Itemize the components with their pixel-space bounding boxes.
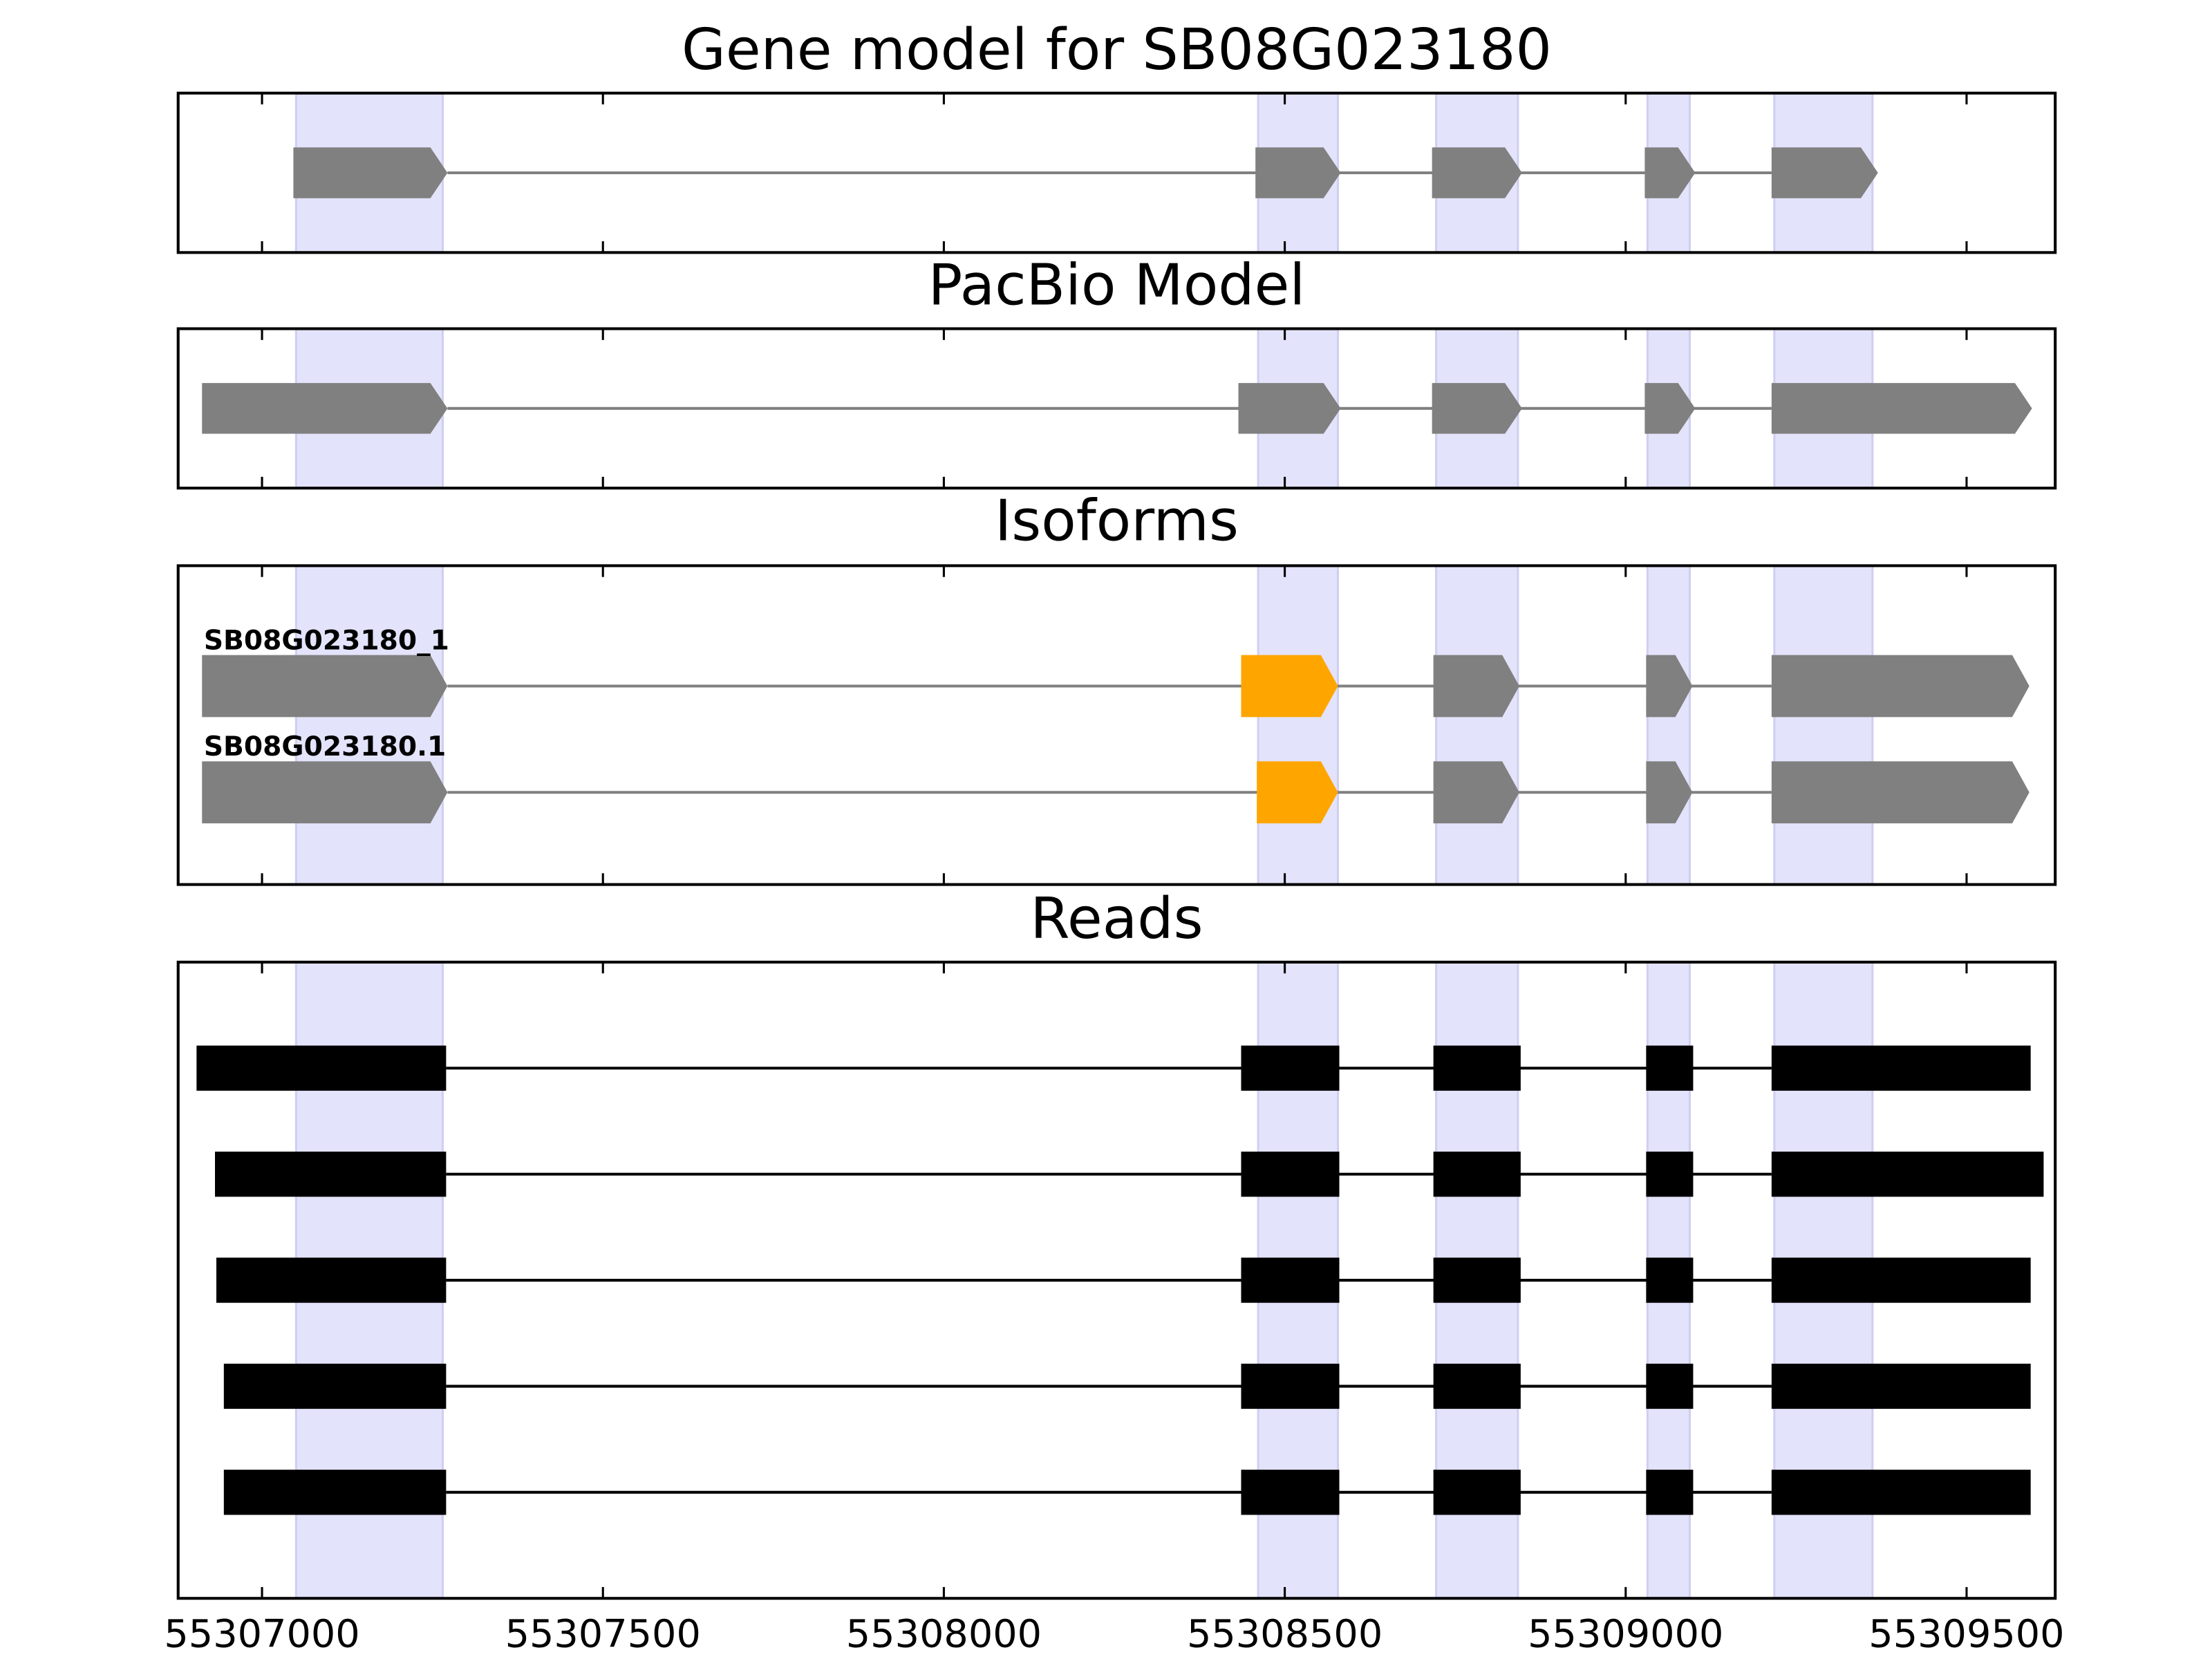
exon — [1433, 1363, 1521, 1409]
exon — [1433, 1470, 1521, 1515]
x-tick-label: 55309500 — [1868, 1613, 2064, 1657]
exon — [1644, 147, 1696, 198]
exon — [223, 1470, 447, 1515]
panel-title: PacBio Model — [928, 253, 1306, 319]
exon — [1255, 147, 1341, 198]
exon — [1771, 1045, 2031, 1091]
exon — [1646, 1470, 1694, 1515]
exon — [1646, 1045, 1694, 1091]
panel-background — [178, 565, 2056, 885]
exon — [293, 147, 448, 198]
exon — [202, 761, 448, 824]
exon — [1241, 1363, 1340, 1409]
exon — [1646, 655, 1693, 718]
exon — [1646, 1363, 1694, 1409]
isoform-label: SB08G023180_1 — [204, 626, 449, 657]
exon — [1771, 761, 2030, 824]
exon — [1646, 1151, 1694, 1197]
exon — [1241, 1470, 1340, 1515]
exon — [196, 1045, 447, 1091]
exon — [1241, 1151, 1340, 1197]
exon — [1771, 383, 2032, 434]
exon — [1432, 383, 1522, 434]
x-tick-label: 55309000 — [1528, 1613, 1723, 1657]
exon — [1771, 655, 2030, 718]
exon — [1433, 655, 1519, 718]
exon — [216, 1257, 447, 1303]
exon — [1771, 1257, 2031, 1303]
highlight — [294, 564, 444, 886]
x-tick-label: 55308000 — [846, 1613, 1042, 1657]
exon — [1433, 761, 1519, 824]
exon — [1433, 1257, 1521, 1303]
x-tick-label: 55307000 — [164, 1613, 359, 1657]
exon — [1771, 147, 1878, 198]
highlight — [1773, 564, 1874, 886]
exon — [214, 1151, 447, 1197]
exon — [1771, 1151, 2044, 1197]
x-tick-label: 55307500 — [505, 1613, 701, 1657]
exon — [1433, 1151, 1521, 1197]
isoform-label: SB08G023180.1 — [204, 731, 446, 762]
exon — [223, 1363, 447, 1409]
exon — [1241, 655, 1338, 718]
panel-frame — [176, 91, 2057, 254]
exon — [202, 383, 448, 434]
panel-title: Reads — [1030, 886, 1203, 952]
panel-title: Gene model for SB08G023180 — [682, 17, 1552, 83]
exon — [1646, 761, 1693, 824]
exon — [1241, 1257, 1340, 1303]
exon — [1771, 1363, 2031, 1409]
x-tick-label: 55308500 — [1187, 1613, 1382, 1657]
exon — [1433, 1045, 1521, 1091]
exon — [1241, 1045, 1340, 1091]
highlight — [1257, 564, 1340, 886]
exon — [1257, 761, 1338, 824]
highlight — [1435, 564, 1519, 886]
exon — [1644, 383, 1696, 434]
highlight — [1646, 564, 1691, 886]
exon — [1771, 1470, 2031, 1515]
exon — [1646, 1257, 1694, 1303]
panel-title: Isoforms — [995, 489, 1239, 554]
exon — [1432, 147, 1522, 198]
panel-frame — [176, 327, 2057, 490]
panel-frame — [176, 960, 2057, 1600]
exon — [202, 655, 448, 718]
exon — [1238, 383, 1341, 434]
panel-frame — [176, 564, 2057, 886]
